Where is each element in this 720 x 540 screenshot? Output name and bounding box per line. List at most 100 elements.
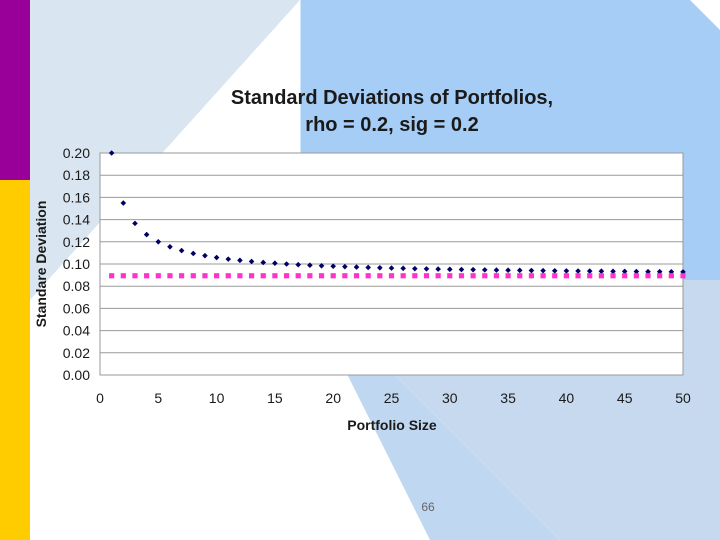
data-point <box>295 261 302 268</box>
data-point <box>621 268 628 275</box>
data-point <box>423 266 430 272</box>
data-point <box>377 264 383 271</box>
data-point <box>214 273 220 279</box>
data-point <box>272 260 278 267</box>
data-point <box>412 265 418 272</box>
data-point <box>260 259 267 266</box>
x-tick-labels: 0 5 10 15 20 25 30 35 40 45 50 <box>96 390 691 406</box>
y-tick-label: 0.18 <box>63 167 90 183</box>
data-point <box>132 273 138 279</box>
data-point <box>202 252 208 259</box>
data-point <box>283 261 290 267</box>
data-point <box>657 273 663 279</box>
data-point <box>587 273 593 279</box>
data-point <box>435 266 441 272</box>
data-point <box>505 267 511 274</box>
x-tick-label: 5 <box>154 390 162 406</box>
data-point <box>237 273 243 279</box>
data-point <box>586 268 593 274</box>
data-point <box>610 268 616 275</box>
chart-title-line1: Standard Deviations of Portfolios, <box>231 87 553 109</box>
sidebar-purple-block <box>0 0 30 180</box>
y-tick-label: 0.04 <box>63 323 90 339</box>
data-point <box>318 273 325 279</box>
data-point <box>342 273 348 279</box>
x-tick-label: 20 <box>325 390 341 406</box>
x-tick-label: 25 <box>384 390 400 406</box>
data-point <box>551 267 558 274</box>
data-point <box>575 268 581 274</box>
y-tick-label: 0.02 <box>63 345 90 361</box>
data-point <box>680 273 686 279</box>
data-point <box>213 254 220 261</box>
data-point <box>295 273 301 279</box>
background-wedge-left <box>30 0 300 300</box>
chart-title-line2: rho = 0.2, sig = 0.2 <box>305 114 478 136</box>
sidebar-yellow-block <box>0 180 30 540</box>
data-point <box>167 243 173 250</box>
data-point <box>481 267 488 273</box>
data-point <box>248 258 255 265</box>
x-tick-label: 50 <box>675 390 691 406</box>
data-point <box>633 268 640 275</box>
data-point <box>353 273 360 279</box>
x-tick-label: 10 <box>209 390 225 406</box>
data-point <box>272 273 278 279</box>
x-tick-label: 40 <box>559 390 575 406</box>
data-point <box>610 273 616 279</box>
data-point <box>540 273 546 279</box>
y-tick-label: 0.16 <box>63 189 90 205</box>
data-point <box>202 273 208 279</box>
data-point <box>388 265 395 271</box>
data-point <box>120 200 127 206</box>
y-tick-label: 0.10 <box>63 256 90 272</box>
chart: Standard Deviations of Portfolios, rho =… <box>33 87 691 433</box>
data-point <box>167 273 173 279</box>
data-point <box>516 267 523 274</box>
data-point <box>412 273 418 279</box>
x-tick-label: 30 <box>442 390 458 406</box>
data-point <box>482 273 488 279</box>
data-point <box>190 273 196 279</box>
page-number: 66 <box>421 500 435 514</box>
data-point <box>190 250 197 257</box>
gridlines <box>100 174 683 354</box>
data-point <box>178 247 185 254</box>
data-point <box>143 231 150 238</box>
data-point <box>622 273 628 279</box>
data-point <box>563 268 570 274</box>
data-point <box>645 273 651 279</box>
data-point <box>656 268 663 275</box>
data-point <box>447 266 453 273</box>
data-point <box>598 268 605 275</box>
y-tick-label: 0.08 <box>63 278 90 294</box>
data-point <box>388 273 395 279</box>
data-point <box>435 273 441 279</box>
data-point <box>342 263 348 270</box>
data-point <box>377 273 383 279</box>
y-tick-label: 0.00 <box>63 367 90 383</box>
data-point <box>248 273 255 279</box>
data-point <box>598 273 604 279</box>
data-point <box>563 273 569 279</box>
data-point <box>458 266 465 273</box>
x-tick-label: 0 <box>96 390 104 406</box>
data-point <box>645 268 651 275</box>
data-point <box>179 273 185 279</box>
y-tick-label: 0.12 <box>63 234 90 250</box>
data-point <box>365 264 371 271</box>
data-point <box>505 273 511 279</box>
y-axis-title: Standare Deviation <box>33 201 49 328</box>
data-point <box>447 273 453 279</box>
series-1 <box>108 150 686 275</box>
data-point <box>470 266 476 273</box>
data-point <box>680 269 686 275</box>
data-markers <box>108 150 686 279</box>
data-point <box>470 273 476 279</box>
series-2 <box>109 273 686 279</box>
x-axis-title: Portfolio Size <box>347 417 437 433</box>
data-point <box>237 257 243 264</box>
data-point <box>668 273 674 279</box>
y-tick-label: 0.20 <box>63 145 90 161</box>
